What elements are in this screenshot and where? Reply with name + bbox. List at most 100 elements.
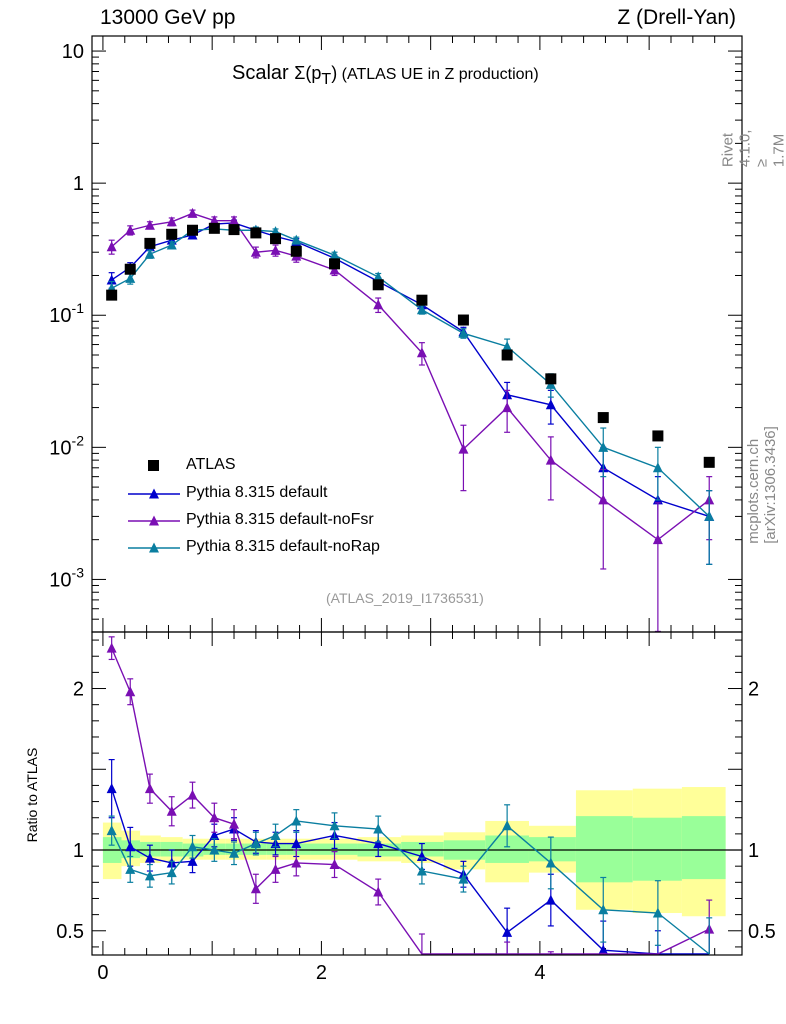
- ratio-point: [106, 783, 117, 794]
- ratio-uncertainty-bands: [102, 787, 726, 917]
- data-point: [458, 327, 469, 338]
- ratio-y-tick-label-right: 2: [748, 679, 759, 701]
- legend-entry-atlas: ATLAS: [186, 456, 236, 473]
- data-point: [125, 224, 136, 235]
- header-process: Z (Drell-Yan): [617, 6, 736, 29]
- atlas-point: [703, 456, 715, 468]
- atlas-point: [597, 412, 609, 424]
- legend-marker: [149, 515, 159, 526]
- analysis-id: (ATLAS_2019_I1736531): [326, 590, 484, 606]
- legend-entry-nofsr: Pythia 8.315 default-noFsr: [186, 511, 374, 528]
- series-layer: [106, 207, 715, 955]
- ratio-point: [458, 873, 469, 884]
- title-subscript: T: [321, 71, 332, 88]
- ratio-y-axis-label: Ratio to ATLAS: [24, 747, 40, 843]
- atlas-point: [187, 224, 199, 236]
- band-inner: [286, 843, 311, 855]
- ratio-point: [502, 820, 513, 831]
- ratio-point: [209, 812, 220, 823]
- data-point: [270, 244, 281, 255]
- ratio-point: [144, 870, 155, 881]
- data-point: [502, 402, 513, 413]
- data-point: [144, 248, 155, 259]
- ratio-point: [229, 818, 240, 829]
- atlas-point: [144, 237, 156, 249]
- atlas-point: [416, 294, 428, 306]
- data-point: [329, 264, 340, 275]
- ratio-point: [187, 855, 198, 866]
- atlas-point: [329, 258, 341, 270]
- data-point: [416, 304, 427, 315]
- band-inner: [528, 837, 576, 862]
- ratio-point: [270, 829, 281, 840]
- legend-entry-default: Pythia 8.315 default: [186, 484, 328, 501]
- band-inner: [575, 816, 633, 883]
- axis-ticks: [92, 36, 742, 955]
- ratio-point: [329, 820, 340, 831]
- atlas-point: [270, 233, 282, 245]
- data-point: [502, 340, 513, 351]
- series-atlas: [106, 222, 715, 468]
- ratio-y-tick-label-left: 2: [73, 679, 84, 701]
- title-symbol: Σ(p: [294, 63, 322, 83]
- ratio-point: [291, 815, 302, 826]
- data-point: [416, 347, 427, 358]
- ratio-point: [125, 841, 136, 852]
- band-inner: [632, 817, 682, 881]
- data-point: [598, 494, 609, 505]
- atlas-point: [166, 228, 178, 240]
- data-point: [106, 241, 117, 252]
- data-point: [166, 239, 177, 250]
- data-point: [373, 271, 384, 282]
- ratio-point: [209, 829, 220, 840]
- atlas-point: [208, 222, 220, 234]
- band-inner: [310, 843, 358, 855]
- data-point: [209, 215, 220, 226]
- atlas-point: [457, 314, 469, 326]
- y-tick-label: 10: [62, 41, 84, 63]
- series-noFsr: [106, 207, 715, 633]
- ratio-frame: [91, 631, 743, 956]
- data-point: [545, 454, 556, 465]
- atlas-point: [250, 227, 262, 239]
- ratio-point: [416, 865, 427, 876]
- ratio-y-tick-label-left: 0.5: [56, 921, 84, 943]
- data-point: [704, 510, 715, 521]
- ratio-point: [166, 867, 177, 878]
- ratio-point: [229, 847, 240, 858]
- data-point: [144, 219, 155, 230]
- data-point: [291, 234, 302, 245]
- atlas-point: [290, 245, 302, 257]
- data-point: [166, 216, 177, 227]
- ratio-point: [598, 904, 609, 915]
- ratio-point: [598, 944, 609, 955]
- tick-labels: 10 1 10-1 10-2 10-3 0.5 0.5 1 1 2 2 0 2 4: [49, 41, 776, 984]
- legend-markers: [128, 460, 180, 553]
- ratio-point: [545, 894, 556, 905]
- data-point: [652, 534, 663, 545]
- band-inner: [225, 843, 245, 855]
- legend-marker: [149, 488, 159, 499]
- atlas-point: [501, 349, 513, 361]
- ratio-point: [373, 886, 384, 897]
- ratio-point: [187, 841, 198, 852]
- title-close: ): [331, 63, 338, 83]
- atlas-point: [372, 279, 384, 291]
- ratio-point: [144, 783, 155, 794]
- ratio-point: [373, 838, 384, 849]
- header-energy: 13000 GeV pp: [100, 6, 236, 29]
- atlas-point: [228, 224, 240, 236]
- ratio-series-noRap: [106, 804, 713, 955]
- ratio-point: [545, 857, 556, 868]
- ratio-point: [270, 863, 281, 874]
- data-point: [229, 215, 240, 226]
- atlas-point: [124, 263, 136, 275]
- data-point: [125, 272, 136, 283]
- plot-frames: [91, 35, 743, 956]
- ratio-point: [125, 863, 136, 874]
- data-point: [545, 399, 556, 410]
- ratio-point: [250, 883, 261, 894]
- rivet-version-label: Rivet 4.1.0, ≥ 1.7M events: [719, 129, 786, 168]
- y-tick-label: 10-2: [49, 432, 84, 459]
